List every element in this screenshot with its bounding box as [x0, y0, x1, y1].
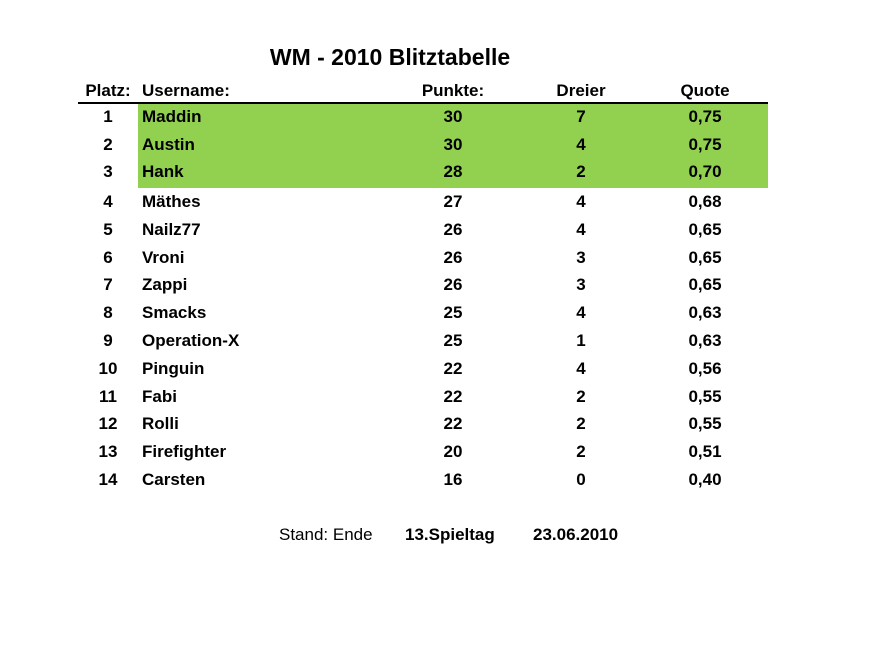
row-punkte: 16	[443, 470, 463, 489]
row-punkte: 25	[443, 303, 463, 322]
table-row: 6 Vroni 26 3 0,65	[0, 246, 869, 270]
row-username: Carsten	[142, 470, 206, 489]
row-dreier: 2	[576, 414, 586, 433]
header-divider	[78, 102, 768, 104]
row-platz: 10	[98, 359, 118, 378]
row-quote: 0,75	[688, 135, 722, 154]
row-quote: 0,65	[688, 220, 722, 239]
row-quote: 0,56	[688, 359, 722, 378]
row-quote: 0,70	[688, 162, 722, 181]
row-dreier: 4	[576, 220, 586, 239]
row-dreier: 4	[576, 303, 586, 322]
row-punkte: 25	[443, 331, 463, 350]
row-username: Zappi	[142, 275, 188, 294]
row-punkte: 30	[443, 135, 463, 154]
row-dreier: 4	[576, 359, 586, 378]
row-username: Nailz77	[142, 220, 201, 239]
row-punkte: 26	[443, 248, 463, 267]
row-punkte: 22	[443, 387, 463, 406]
row-quote: 0,55	[688, 387, 722, 406]
row-dreier: 2	[576, 162, 586, 181]
row-platz: 7	[103, 275, 113, 294]
row-quote: 0,65	[688, 248, 722, 267]
row-punkte: 22	[443, 359, 463, 378]
row-platz: 6	[103, 248, 113, 267]
table-row: 10 Pinguin 22 4 0,56	[0, 357, 869, 381]
row-platz: 4	[103, 192, 113, 211]
table-row: 8 Smacks 25 4 0,63	[0, 301, 869, 325]
row-platz: 12	[98, 414, 118, 433]
row-punkte: 26	[443, 220, 463, 239]
footer-date: 23.06.2010	[533, 525, 619, 544]
row-dreier: 7	[576, 107, 586, 126]
header-quote: Quote	[680, 81, 730, 100]
page-title: WM - 2010 Blitztabelle	[269, 44, 511, 70]
table-row: 13 Firefighter 20 2 0,51	[0, 440, 869, 464]
row-platz: 2	[103, 135, 113, 154]
row-username: Rolli	[142, 414, 179, 433]
table-row: 4 Mäthes 27 4 0,68	[0, 190, 869, 214]
row-quote: 0,65	[688, 275, 722, 294]
row-platz: 3	[103, 162, 113, 181]
row-platz: 9	[103, 331, 113, 350]
row-dreier: 4	[576, 192, 586, 211]
row-dreier: 3	[576, 248, 586, 267]
header-dreier: Dreier	[556, 81, 606, 100]
row-platz: 13	[98, 442, 118, 461]
row-punkte: 30	[443, 107, 463, 126]
row-username: Firefighter	[142, 442, 227, 461]
row-username: Operation-X	[142, 331, 240, 350]
table-row: 11 Fabi 22 2 0,55	[0, 385, 869, 409]
row-quote: 0,55	[688, 414, 722, 433]
header-punkte: Punkte:	[421, 81, 485, 100]
table-row: 9 Operation-X 25 1 0,63	[0, 329, 869, 353]
header-username: Username:	[142, 81, 230, 100]
row-quote: 0,63	[688, 331, 722, 350]
row-platz: 14	[98, 470, 118, 489]
row-username: Vroni	[142, 248, 185, 267]
table-row: 14 Carsten 16 0 0,40	[0, 468, 869, 492]
row-quote: 0,40	[688, 470, 722, 489]
row-quote: 0,51	[688, 442, 722, 461]
row-dreier: 4	[576, 135, 586, 154]
row-dreier: 0	[576, 470, 586, 489]
row-punkte: 22	[443, 414, 463, 433]
top-three-highlight	[138, 104, 768, 188]
row-dreier: 3	[576, 275, 586, 294]
row-username: Fabi	[142, 387, 177, 406]
row-quote: 0,68	[688, 192, 722, 211]
row-punkte: 26	[443, 275, 463, 294]
table-row: 1 Maddin 30 7 0,75	[0, 105, 869, 129]
header-platz: Platz:	[85, 81, 131, 100]
row-username: Hank	[142, 162, 184, 181]
row-punkte: 28	[443, 162, 463, 181]
row-platz: 5	[103, 220, 113, 239]
row-platz: 8	[103, 303, 113, 322]
row-username: Austin	[142, 135, 195, 154]
row-platz: 1	[103, 107, 113, 126]
row-quote: 0,75	[688, 107, 722, 126]
row-username: Maddin	[142, 107, 202, 126]
table-row: 5 Nailz77 26 4 0,65	[0, 218, 869, 242]
table-row: 12 Rolli 22 2 0,55	[0, 412, 869, 436]
table-row: 3 Hank 28 2 0,70	[0, 160, 869, 184]
row-punkte: 20	[443, 442, 463, 461]
row-dreier: 2	[576, 442, 586, 461]
row-dreier: 2	[576, 387, 586, 406]
row-dreier: 1	[576, 331, 586, 350]
table-row: 2 Austin 30 4 0,75	[0, 133, 869, 157]
row-username: Smacks	[142, 303, 207, 322]
row-quote: 0,63	[688, 303, 722, 322]
footer-spieltag: 13.Spieltag	[405, 525, 495, 544]
table-row: 7 Zappi 26 3 0,65	[0, 273, 869, 297]
footer-label: Stand: Ende	[279, 525, 373, 544]
row-punkte: 27	[443, 192, 463, 211]
row-platz: 11	[99, 387, 117, 406]
row-username: Pinguin	[142, 359, 205, 378]
row-username: Mäthes	[142, 192, 201, 211]
